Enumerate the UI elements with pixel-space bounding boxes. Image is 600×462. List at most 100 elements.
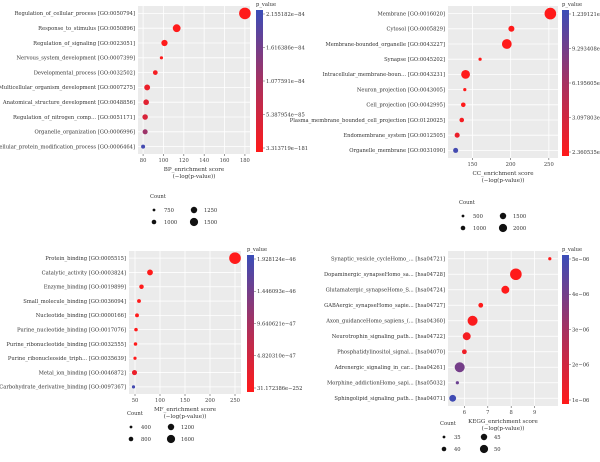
x-axis-subtitle: (−log(p-value)): [482, 177, 525, 184]
x-tick-label: 200: [506, 162, 516, 168]
colorbar-label: 6.195605e−110: [572, 81, 600, 87]
size-legend-label: 40: [454, 447, 461, 453]
category-label: Plasma_membrane_bounded_cell_projection …: [290, 118, 445, 124]
colorbar-label: 2e−06: [572, 363, 589, 369]
data-point: [548, 257, 552, 261]
category-label: Carbohydrate_derivative_binding [GO:0097…: [0, 385, 126, 391]
category-label: Response_to_stimulus [GO:0050896]: [38, 26, 135, 32]
size-legend-label: 800: [141, 437, 151, 443]
x-axis-title: MF_enrichment score: [154, 407, 217, 413]
data-point: [133, 342, 138, 346]
colorbar-title: p_value: [562, 2, 582, 8]
x-tick-label: 250: [230, 398, 240, 404]
data-point: [161, 39, 168, 47]
data-point: [478, 302, 484, 308]
size-legend-title: Count: [440, 421, 457, 427]
data-point: [449, 394, 457, 402]
size-legend-label: 1200: [181, 425, 194, 431]
category-label: Nucleotide_binding [GO:0000166]: [36, 313, 126, 319]
category-label: Anatomical_structure_development [GO:004…: [2, 100, 135, 106]
data-point: [152, 70, 158, 75]
size-legend-title: Count: [127, 411, 144, 417]
colorbar-label: 9.293408e−110: [572, 46, 600, 52]
data-point: [460, 102, 466, 108]
size-legend-label: 1250: [204, 208, 217, 214]
chart-3: Synaptic_vesicle_cycleHomo_... [hsa04721…: [324, 247, 589, 454]
chart-2: Protein_binding [GO:0005515] Catalytic_ac…: [0, 247, 302, 444]
data-point: [142, 129, 148, 135]
colorbar-title: p_value: [256, 2, 276, 8]
x-tick-label: 120: [179, 158, 189, 164]
size-legend-label: 1000: [164, 220, 177, 226]
category-label: Phosphatidylinositol_signal... [hsa04070…: [337, 350, 445, 356]
x-tick-label: 80: [140, 158, 147, 164]
category-label: Neurotrophin_signaling_path... [hsa04722…: [332, 334, 445, 340]
colorbar-label: 1.077591e−84: [266, 79, 305, 85]
data-point: [144, 84, 151, 91]
x-tick-label: 250: [544, 162, 554, 168]
size-legend-dot: [441, 446, 447, 452]
x-tick-label: 7: [486, 410, 489, 416]
category-label: Endomembrane_system [GO:0012505]: [343, 133, 445, 139]
plot-panel: [138, 6, 250, 154]
colorbar: [562, 10, 569, 156]
data-point: [229, 252, 241, 264]
category-label: Intracellular_membrane-boun... [GO:00432…: [323, 72, 446, 78]
category-label: Purine_ribonucleoside_triph... [GO:00356…: [8, 356, 126, 362]
data-point: [239, 7, 251, 20]
colorbar-title: p_value: [562, 247, 582, 253]
size-legend-label: 35: [454, 435, 461, 441]
category-label: Synapse [GO:0045202]: [384, 57, 445, 63]
category-label: Small_molecule_binding [GO:0036094]: [23, 299, 126, 305]
data-point: [459, 117, 465, 123]
plot-panel: [448, 251, 558, 406]
x-tick-label: 9: [533, 410, 536, 416]
category-label: Enzyme_binding [GO:0019899]: [44, 285, 126, 291]
category-label: Regulation_of_signaling [GO:0023051]: [33, 41, 135, 47]
category-label: Organelle_membrane [GO:0031090]: [349, 148, 445, 154]
size-legend-dot: [189, 217, 199, 227]
size-legend-dot: [166, 434, 176, 444]
category-label: Membrane [GO:0016020]: [377, 11, 445, 17]
x-axis-subtitle: (−log(p-value)): [482, 425, 525, 432]
colorbar-label: 1e−06: [572, 398, 589, 404]
size-legend-dot: [151, 219, 157, 225]
size-legend-title: Count: [150, 194, 167, 200]
size-legend-dot: [498, 223, 508, 233]
x-tick-label: 100: [159, 158, 169, 164]
category-label: Cellular_protein_modification_process [G…: [0, 144, 135, 150]
x-tick-label: 50: [132, 398, 139, 404]
size-legend-label: 1000: [473, 226, 486, 232]
x-axis-title: BP_enrichment score: [164, 167, 225, 173]
colorbar: [562, 255, 569, 404]
colorbar-label: 3.097803e−110: [572, 115, 600, 121]
data-point: [141, 144, 146, 149]
data-point: [134, 327, 138, 332]
colorbar-label: 1.616386e−84: [266, 45, 305, 51]
data-point: [454, 362, 465, 373]
colorbar: [247, 255, 254, 392]
size-legend-label: 750: [164, 208, 174, 214]
size-legend-dot: [128, 436, 134, 442]
x-tick-label: 160: [220, 158, 230, 164]
data-point: [142, 114, 148, 120]
data-point: [508, 25, 515, 32]
size-legend-dot: [480, 433, 488, 441]
size-legend-dot: [129, 425, 133, 429]
size-legend-dot: [461, 214, 465, 218]
colorbar-label: 2.155182e−84: [266, 12, 305, 18]
size-legend-dot: [460, 225, 466, 231]
category-label: Regulation_of_nitrogen_comp... [GO:00511…: [13, 115, 135, 121]
category-label: Regulation_of_cellular_process [GO:00507…: [15, 11, 135, 17]
data-point: [147, 269, 153, 276]
x-tick-label: 150: [180, 398, 190, 404]
data-point: [455, 381, 459, 385]
data-point: [172, 24, 181, 33]
category-label: Purine_nucleotide_binding [GO:0017076]: [17, 327, 126, 333]
x-tick-label: 8: [510, 410, 513, 416]
data-point: [467, 315, 478, 326]
category-label: Catalytic_activity [GO:0003824]: [42, 270, 126, 276]
data-point: [143, 99, 149, 106]
data-point: [453, 147, 459, 153]
